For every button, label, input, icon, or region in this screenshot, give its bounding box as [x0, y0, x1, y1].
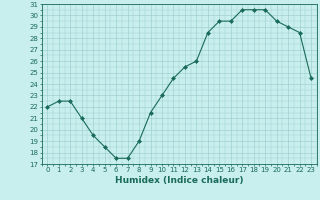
X-axis label: Humidex (Indice chaleur): Humidex (Indice chaleur)	[115, 176, 244, 185]
